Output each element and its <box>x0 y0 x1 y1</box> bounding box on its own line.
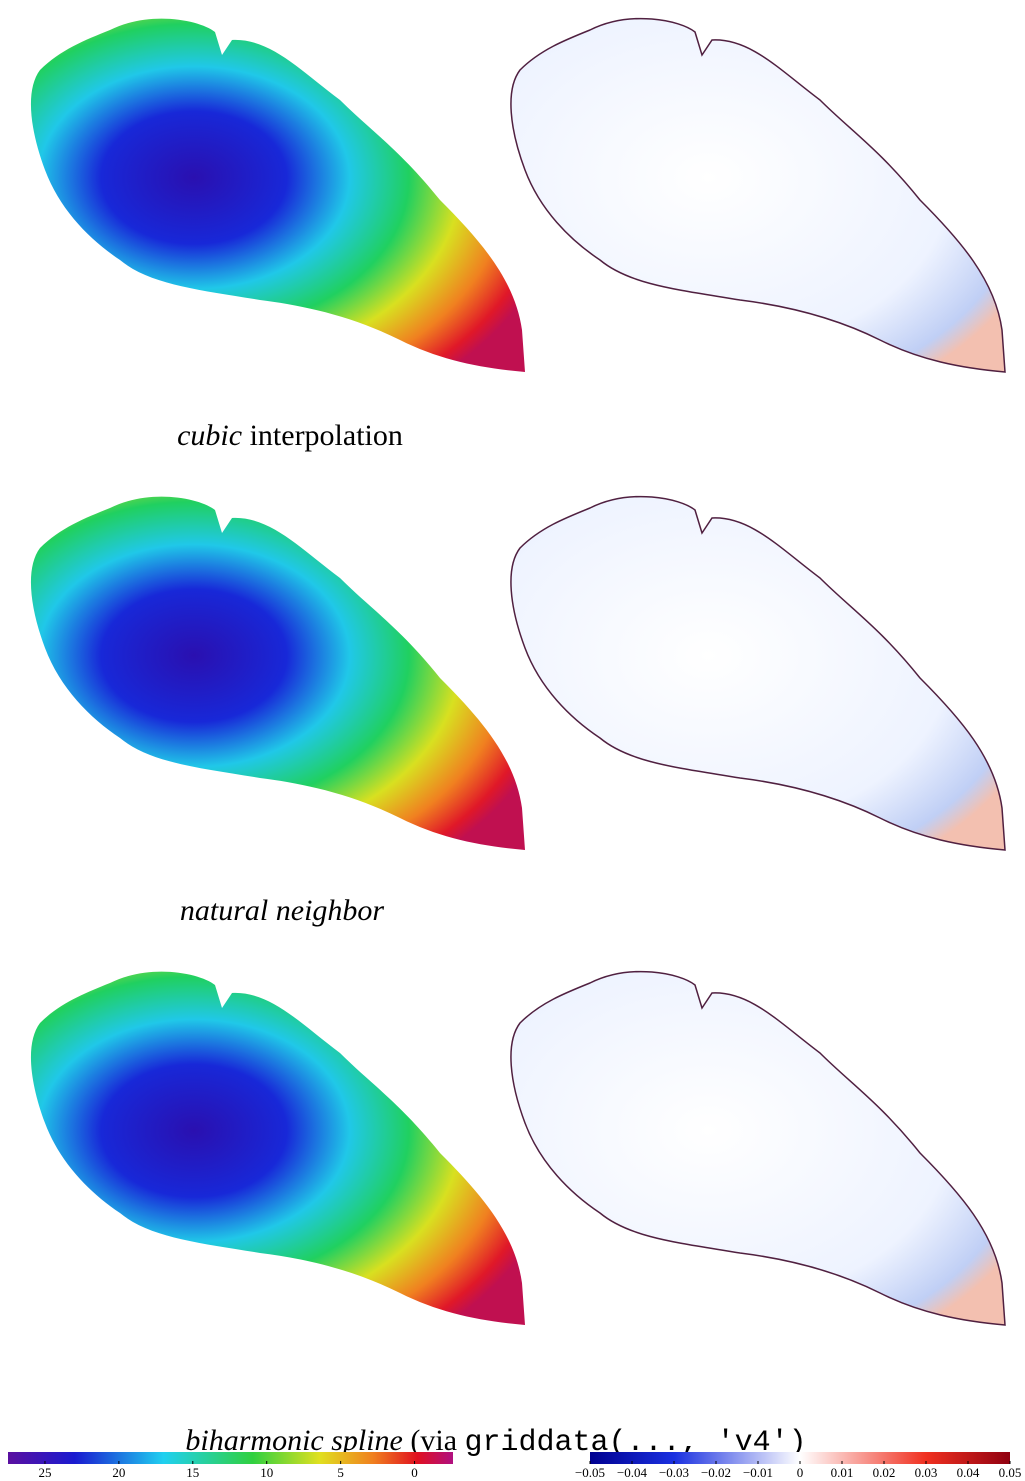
tick-label: −0.05 <box>575 1465 605 1480</box>
tick-label: 25 <box>38 1465 51 1480</box>
tick-label: 0.03 <box>915 1465 938 1480</box>
tick-label: 0.02 <box>873 1465 896 1480</box>
tick-label: 5 <box>337 1465 344 1480</box>
caption-italic: natural neighbor <box>180 894 384 927</box>
tick-label: 0.05 <box>999 1465 1022 1480</box>
caption: natural neighbor <box>180 894 384 927</box>
tick-label: 10 <box>260 1465 273 1480</box>
caption-italic: cubic <box>177 419 242 452</box>
map-cubic <box>31 19 525 372</box>
tick-label: −0.04 <box>617 1465 648 1480</box>
tick-label: −0.02 <box>701 1465 731 1480</box>
map-natural <box>31 497 525 850</box>
tick-label: 0.01 <box>831 1465 854 1480</box>
tick-label: −0.03 <box>659 1465 689 1480</box>
tick-label: 0 <box>797 1465 804 1480</box>
error-cubic <box>511 19 1005 372</box>
caption: cubic interpolation <box>177 419 403 452</box>
colorbar-elevation <box>8 1452 453 1464</box>
tick-label: 0.04 <box>957 1465 980 1480</box>
map-biharmonic <box>31 972 525 1325</box>
figure: cubic interpolation natural neighbor bih… <box>0 0 1025 1481</box>
tick-label: 15 <box>186 1465 199 1480</box>
error-natural <box>511 497 1005 850</box>
maps <box>31 19 1005 1325</box>
error-biharmonic <box>511 972 1005 1325</box>
tick-label: 0 <box>411 1465 418 1480</box>
caption-text: interpolation <box>242 419 403 452</box>
tick-label: 20 <box>112 1465 125 1480</box>
tick-label: −0.01 <box>743 1465 773 1480</box>
